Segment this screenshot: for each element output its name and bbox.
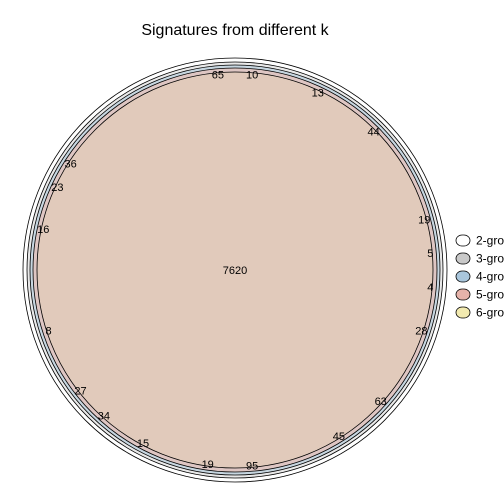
venn-perimeter-label: 19	[202, 459, 214, 471]
venn-perimeter-label: 28	[415, 326, 427, 338]
venn-perimeter-label: 23	[51, 182, 63, 194]
venn-perimeter-label: 10	[246, 70, 258, 82]
legend-swatch	[456, 307, 470, 318]
legend-label: 3-group	[476, 252, 504, 266]
venn-perimeter-label: 4	[427, 282, 433, 294]
venn-perimeter-label: 13	[312, 87, 324, 99]
venn-perimeter-label: 15	[137, 438, 149, 450]
venn-center-value: 7620	[223, 265, 247, 277]
venn-perimeter-label: 45	[333, 431, 345, 443]
legend-label: 5-group	[476, 288, 504, 302]
legend-label: 2-group	[476, 234, 504, 248]
venn-perimeter-label: 19	[418, 214, 430, 226]
venn-perimeter-label: 8	[46, 326, 52, 338]
venn-perimeter-label: 27	[74, 386, 86, 398]
legend-swatch	[456, 271, 470, 282]
legend-label: 4-group	[476, 270, 504, 284]
legend-swatch	[456, 235, 470, 246]
venn-perimeter-label: 36	[64, 158, 76, 170]
venn-perimeter-label: 34	[98, 411, 110, 423]
venn-perimeter-label: 95	[246, 460, 258, 472]
legend-label: 6-group	[476, 306, 504, 320]
legend-swatch	[456, 253, 470, 264]
venn-perimeter-label: 63	[375, 396, 387, 408]
venn-perimeter-label: 44	[367, 126, 379, 138]
venn-perimeter-label: 65	[212, 70, 224, 82]
venn-perimeter-label: 16	[37, 224, 49, 236]
venn-perimeter-label: 5	[427, 248, 433, 260]
chart-title: Signatures from different k	[141, 22, 329, 39]
legend-swatch	[456, 289, 470, 300]
